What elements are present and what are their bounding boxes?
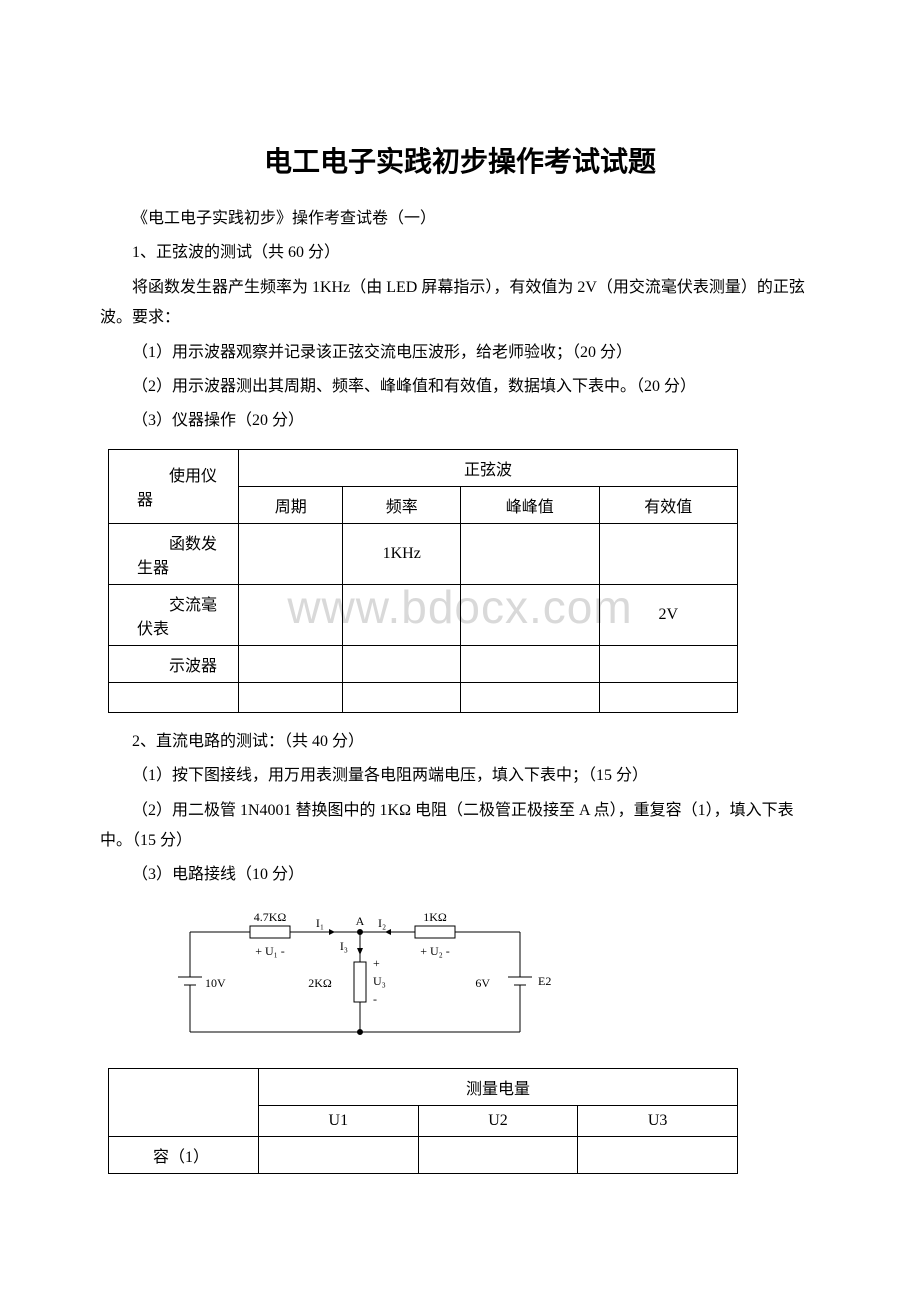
q1-item1: （1）用示波器观察并记录该正弦交流电压波形，给老师验收；（20 分）	[100, 338, 820, 368]
t1-funcgen-label: 函数发生器	[109, 523, 239, 584]
t1-cell	[239, 682, 343, 712]
t1-cell	[343, 584, 461, 645]
u3-minus: -	[373, 992, 377, 1006]
t1-cell	[239, 645, 343, 682]
q1-heading: 1、正弦波的测试（共 60 分）	[100, 238, 820, 268]
t1-empty-row	[109, 682, 239, 712]
t1-vpp-header: 峰峰值	[461, 486, 599, 523]
t1-cell	[343, 682, 461, 712]
t1-cell	[461, 682, 599, 712]
t1-acmv-rms: 2V	[599, 584, 738, 645]
u2-label: + U₂ -	[420, 944, 450, 958]
t2-cell	[259, 1136, 419, 1173]
r3-label: 2KΩ	[308, 976, 332, 990]
t2-u2-header: U2	[418, 1105, 578, 1136]
q2-heading: 2、直流电路的测试：（共 40 分）	[100, 727, 820, 757]
t1-sine-header: 正弦波	[239, 449, 738, 486]
q1-item3: （3）仪器操作（20 分）	[100, 406, 820, 436]
i3-label: I₃	[340, 939, 348, 953]
t1-cell	[343, 645, 461, 682]
t2-blank-header	[109, 1068, 259, 1136]
t2-row1-label: 容（1）	[109, 1136, 259, 1173]
table-sine-wave: 使用仪器 正弦波 周期 频率 峰峰值 有效值 函数发生器 1KHz 交流毫伏表 …	[108, 449, 738, 713]
subtitle: 《电工电子实践初步》操作考查试卷（一）	[100, 204, 820, 234]
r1-label: 4.7KΩ	[254, 910, 287, 924]
a-label: A	[356, 914, 365, 928]
t1-scope-label: 示波器	[109, 645, 239, 682]
u3-plus: +	[373, 956, 380, 970]
q1-desc: 将函数发生器产生频率为 1KHz（由 LED 屏幕指示），有效值为 2V（用交流…	[100, 273, 820, 334]
t1-acmv-label: 交流毫伏表	[109, 584, 239, 645]
circuit-diagram: 4.7KΩ 1KΩ I₁ A I₂ + U₁ - + U₂ - I₃ 10V 2…	[160, 907, 570, 1052]
t1-freq-header: 频率	[343, 486, 461, 523]
t1-cell	[599, 682, 738, 712]
q2-item2: （2）用二极管 1N4001 替换图中的 1KΩ 电阻（二极管正极接至 A 点）…	[100, 796, 820, 857]
u1-label: + U₁ -	[255, 944, 285, 958]
t1-cell	[239, 584, 343, 645]
t1-cell	[599, 645, 738, 682]
t2-cell	[578, 1136, 738, 1173]
page-title: 电工电子实践初步操作考试试题	[100, 140, 820, 180]
t2-measure-header: 测量电量	[259, 1068, 738, 1105]
e1-label: 10V	[205, 976, 226, 990]
t1-funcgen-freq: 1KHz	[343, 523, 461, 584]
e2-label: E2	[538, 974, 551, 988]
t1-cell	[461, 523, 599, 584]
t1-rms-header: 有效值	[599, 486, 738, 523]
e2-value: 6V	[475, 976, 490, 990]
t1-cell	[239, 523, 343, 584]
t1-cell	[599, 523, 738, 584]
q2-item1: （1）按下图接线，用万用表测量各电阻两端电压，填入下表中；（15 分）	[100, 761, 820, 791]
t1-cell	[461, 645, 599, 682]
r2-label: 1KΩ	[423, 910, 447, 924]
q1-item2: （2）用示波器测出其周期、频率、峰峰值和有效值，数据填入下表中。（20 分）	[100, 372, 820, 402]
t2-u3-header: U3	[578, 1105, 738, 1136]
u3-label: U₃	[373, 974, 386, 988]
t2-cell	[418, 1136, 578, 1173]
table-measurements: 测量电量 U1 U2 U3 容（1）	[108, 1068, 738, 1174]
i1-label: I₁	[316, 916, 324, 930]
q2-item3: （3）电路接线（10 分）	[100, 860, 820, 890]
t1-cell	[461, 584, 599, 645]
t1-period-header: 周期	[239, 486, 343, 523]
document-content: 电工电子实践初步操作考试试题 《电工电子实践初步》操作考查试卷（一） 1、正弦波…	[100, 140, 820, 1174]
t2-u1-header: U1	[259, 1105, 419, 1136]
i2-label: I₂	[378, 916, 386, 930]
t1-instrument-header: 使用仪器	[109, 449, 239, 523]
